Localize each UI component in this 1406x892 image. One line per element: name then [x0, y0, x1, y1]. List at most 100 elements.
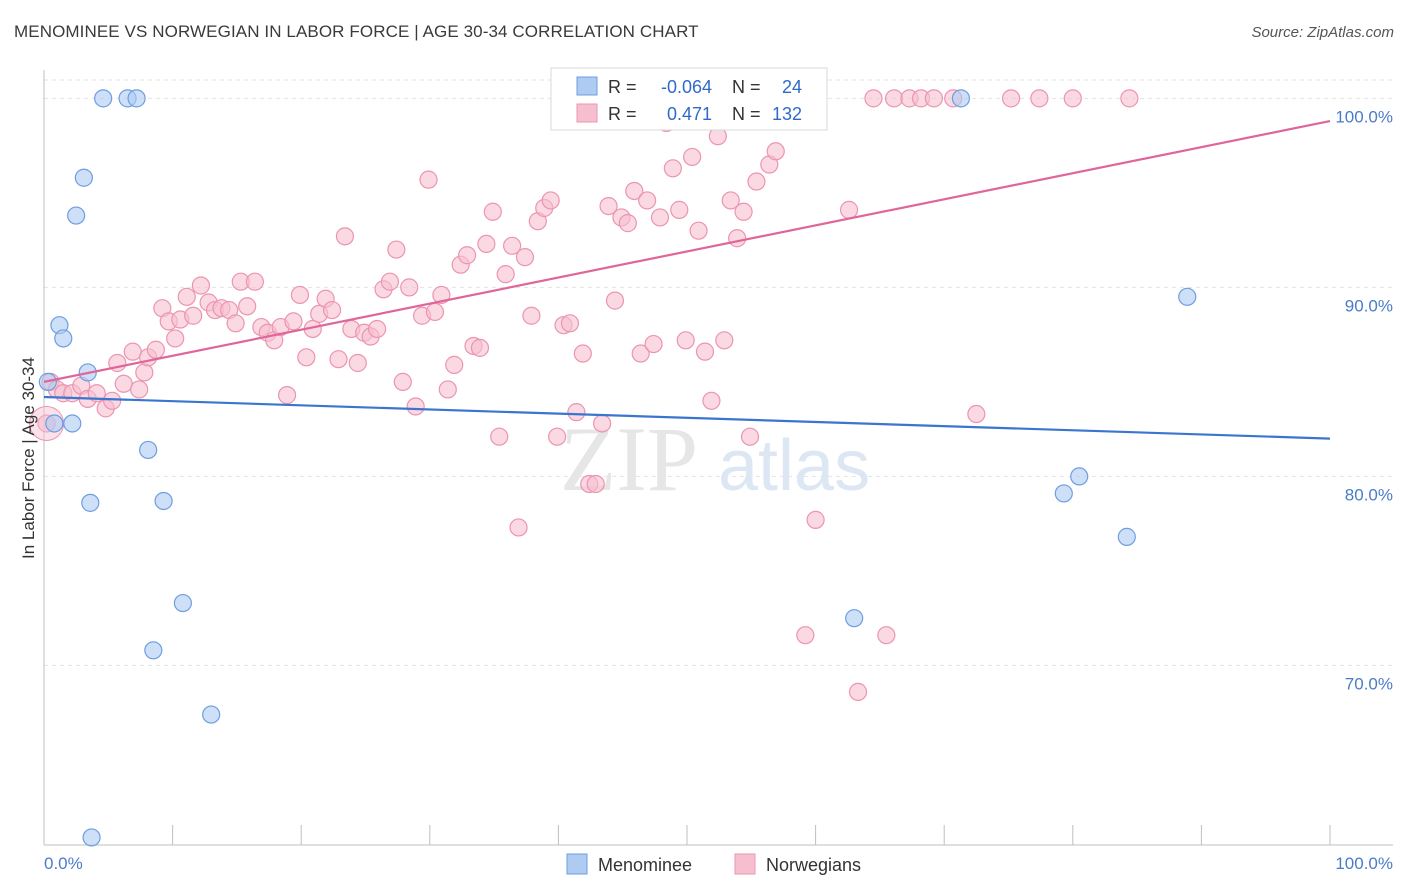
norwegians-point-30	[238, 297, 257, 316]
menominee-point-17	[202, 705, 221, 724]
menominee-point-13	[139, 440, 158, 460]
norwegians-point-47	[348, 353, 367, 373]
norwegians-point-54	[393, 372, 412, 391]
y-tick-label-70: 70.0%	[1345, 674, 1393, 693]
norwegians-point-12	[123, 342, 142, 361]
norwegians-point-127	[1120, 89, 1139, 108]
x-tick-label-min: 0.0%	[44, 854, 83, 873]
norwegians-point-90	[625, 181, 644, 201]
norwegians-point-123	[967, 404, 986, 424]
norwegians-point-118	[884, 89, 904, 108]
norwegians-point-128	[877, 626, 896, 645]
norwegians-point-52	[380, 272, 400, 291]
norwegians-point-60	[432, 285, 451, 305]
bottom-legend-label-menominee: Menominee	[598, 855, 692, 875]
watermark-atlas: atlas	[718, 426, 870, 506]
legend-r-label-norwegians: R =	[608, 104, 637, 124]
norwegians-point-77	[541, 191, 560, 210]
norwegians-point-61	[438, 380, 457, 399]
norwegians-point-101	[695, 342, 715, 361]
norwegians-point-91	[631, 344, 650, 363]
norwegians-point-131	[796, 626, 815, 645]
norwegians-point-38	[290, 285, 310, 305]
norwegians-point-73	[515, 248, 535, 267]
norwegians-point-105	[721, 191, 740, 210]
norwegians-point-70	[496, 265, 515, 284]
y-axis-title: In Labor Force | Age 30-34	[19, 357, 38, 559]
norwegians-point-85	[593, 414, 612, 433]
norwegians-point-96	[663, 159, 682, 178]
norwegians-point-23	[191, 276, 210, 295]
legend-n-label-menominee: N =	[732, 77, 761, 97]
chart-title: MENOMINEE VS NORWEGIAN IN LABOR FORCE | …	[14, 22, 699, 41]
norwegians-point-94	[650, 208, 670, 227]
norwegians-point-86	[599, 196, 618, 216]
legend-r-value-norwegians: 0.471	[667, 104, 712, 124]
norwegians-point-82	[573, 344, 592, 363]
menominee-point-6	[74, 168, 93, 187]
norwegians-point-93	[644, 334, 663, 354]
norwegians-point-89	[618, 214, 637, 233]
norwegians-point-97	[670, 200, 689, 219]
norwegians-point-59	[425, 302, 445, 322]
menominee-point-5	[67, 206, 86, 225]
norwegians-point-72	[509, 518, 528, 537]
norwegians-point-81	[567, 403, 586, 422]
series-norwegians	[29, 89, 1139, 701]
legend-n-value-norwegians: 132	[772, 104, 802, 124]
bottom-legend-swatch-menominee	[566, 853, 588, 875]
norwegians-point-13	[130, 380, 149, 399]
menominee-point-14	[144, 641, 163, 660]
menominee-point-1	[45, 414, 64, 433]
norwegians-point-43	[322, 300, 342, 320]
norwegians-point-116	[839, 200, 859, 219]
norwegians-point-16	[146, 340, 165, 359]
norwegians-point-71	[503, 236, 522, 255]
norwegians-point-126	[1063, 89, 1082, 108]
x-tick-label-max: 100.0%	[1335, 854, 1393, 873]
menominee-point-4	[63, 414, 82, 433]
menominee-point-20	[1070, 467, 1089, 486]
series-menominee	[38, 89, 1197, 847]
norwegians-point-22	[184, 306, 203, 325]
norwegians-point-130	[806, 510, 825, 529]
norwegians-point-112	[766, 142, 785, 161]
norwegians-point-125	[1030, 89, 1049, 108]
legend-r-value-menominee: -0.064	[661, 77, 712, 97]
norwegians-point-104	[715, 331, 734, 350]
norwegians-point-99	[683, 147, 702, 167]
norwegians-point-55	[400, 278, 419, 297]
norwegians-point-9	[103, 391, 122, 410]
norwegians-trend-line	[43, 119, 1331, 383]
norwegians-point-106	[728, 229, 747, 248]
bottom-legend-swatch-norwegians	[734, 853, 756, 875]
norwegians-point-58	[419, 170, 438, 189]
y-tick-label-80: 80.0%	[1345, 485, 1393, 504]
menominee-point-16	[173, 593, 192, 613]
norwegians-point-53	[387, 240, 406, 259]
norwegians-point-121	[924, 89, 944, 108]
menominee-point-19	[1054, 484, 1073, 503]
legend-n-value-menominee: 24	[782, 77, 802, 97]
norwegians-point-80	[560, 314, 580, 333]
legend-bottom: Menominee Norwegians	[566, 853, 861, 875]
norwegians-point-31	[245, 272, 265, 291]
norwegians-point-68	[483, 202, 502, 221]
norwegians-point-109	[747, 172, 766, 191]
norwegians-point-11	[114, 374, 133, 393]
menominee-point-15	[154, 491, 173, 511]
norwegians-point-69	[490, 427, 509, 446]
norwegians-point-108	[740, 427, 760, 446]
norwegians-point-44	[329, 350, 348, 369]
y-tick-label-90: 90.0%	[1345, 296, 1393, 315]
norwegians-point-62	[445, 355, 464, 374]
axes	[43, 70, 1393, 846]
norwegians-point-100	[689, 221, 708, 240]
norwegians-point-56	[406, 397, 425, 416]
menominee-point-9	[82, 828, 101, 847]
menominee-point-10	[94, 89, 113, 108]
norwegians-point-102	[702, 391, 721, 410]
grid-lines: 70.0% 80.0% 90.0% 100.0%	[44, 79, 1393, 693]
menominee-trend-line	[43, 395, 1331, 440]
